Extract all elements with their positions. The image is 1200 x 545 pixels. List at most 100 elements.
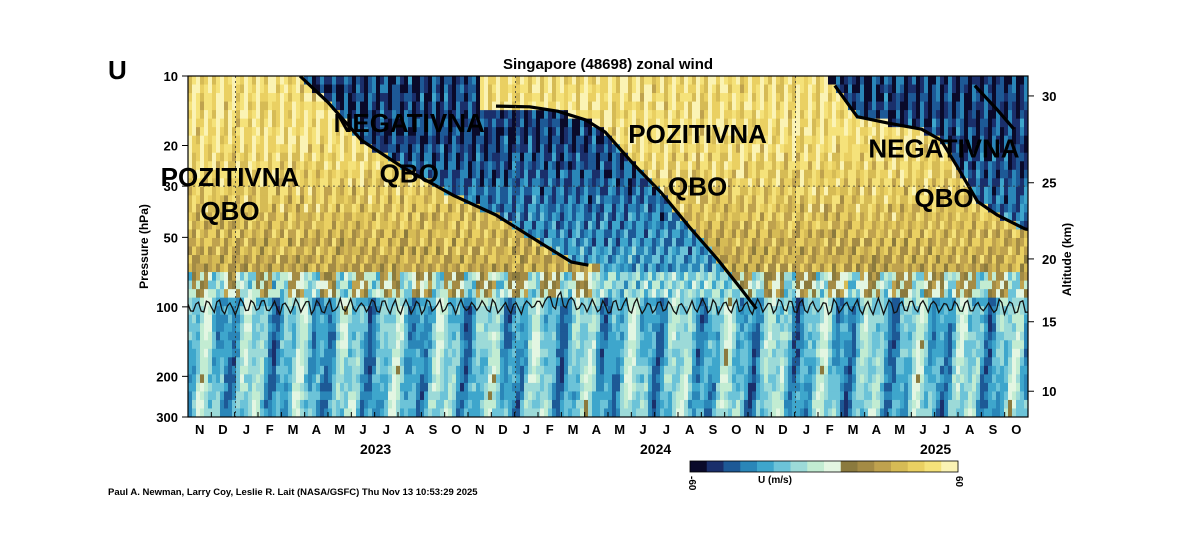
heat-cell (312, 101, 317, 111)
heat-cell (240, 186, 245, 196)
heat-cell (528, 323, 533, 333)
heat-cell (332, 84, 337, 94)
heat-cell (608, 169, 613, 179)
heat-cell (596, 127, 601, 137)
heat-cell (436, 272, 441, 282)
heat-cell (284, 348, 289, 358)
heat-cell (560, 280, 565, 290)
heat-cell (320, 374, 325, 384)
heat-cell (488, 340, 493, 350)
heat-cell (352, 212, 357, 222)
heat-cell (536, 246, 541, 256)
heat-cell (596, 408, 601, 417)
heat-cell (312, 152, 317, 162)
heat-cell (424, 289, 429, 299)
heat-cell (248, 127, 253, 137)
heat-cell (536, 84, 541, 94)
heat-cell (596, 280, 601, 290)
heat-cell (632, 127, 637, 137)
heat-cell (540, 101, 545, 111)
heat-cell (432, 220, 437, 231)
heat-cell (496, 382, 501, 393)
heat-cell (232, 127, 237, 137)
heat-cell (604, 340, 609, 350)
heat-cell (448, 161, 453, 171)
heat-cell (308, 169, 313, 179)
heat-cell (440, 169, 445, 179)
heat-cell (536, 118, 541, 128)
heat-cell (252, 195, 257, 205)
heat-cell (452, 220, 457, 231)
heat-cell (484, 263, 489, 273)
heat-cell (660, 323, 665, 333)
heat-cell (340, 357, 345, 367)
heat-cell (664, 374, 669, 384)
heat-cell (384, 178, 389, 188)
heat-cell (324, 203, 329, 214)
heat-cell (508, 255, 513, 265)
heat-cell (260, 263, 265, 273)
heat-cell (596, 357, 601, 367)
heat-cell (368, 306, 373, 316)
heat-cell (652, 161, 657, 171)
heat-cell (228, 237, 233, 248)
heat-cell (460, 391, 465, 401)
heat-cell (204, 382, 209, 393)
heat-cell (260, 76, 265, 86)
heat-cell (612, 391, 617, 401)
heat-cell (292, 220, 297, 231)
heat-cell (216, 152, 221, 162)
heat-cell (248, 186, 253, 196)
heat-cell (252, 93, 257, 103)
heat-cell (512, 203, 517, 214)
heat-cell (388, 135, 393, 145)
heat-cell (608, 263, 613, 273)
heat-cell (620, 280, 625, 290)
heat-cell (464, 323, 469, 333)
heat-cell (352, 101, 357, 111)
heat-cell (420, 314, 425, 324)
heat-cell (248, 76, 253, 86)
heat-cell (360, 314, 365, 324)
heat-cell (548, 340, 553, 350)
heat-cell (432, 314, 437, 324)
heat-cell (536, 255, 541, 265)
heat-cell (668, 314, 673, 324)
heat-cell (292, 399, 297, 410)
heat-cell (272, 408, 277, 417)
heat-cell (400, 399, 405, 410)
heat-cell (360, 331, 365, 341)
heat-cell (648, 220, 653, 231)
heat-cell (528, 348, 533, 358)
heat-cell (376, 331, 381, 341)
heat-cell (376, 408, 381, 417)
heat-cell (484, 391, 489, 401)
heat-cell (592, 263, 597, 273)
heat-cell (256, 212, 261, 222)
heat-cell (420, 93, 425, 103)
heat-cell (584, 340, 589, 350)
heat-cell (484, 127, 489, 137)
heat-cell (376, 357, 381, 367)
heat-cell (576, 263, 581, 273)
heat-cell (220, 195, 225, 205)
heat-cell (664, 280, 669, 290)
heat-cell (668, 263, 673, 273)
heat-cell (344, 127, 349, 137)
heat-cell (232, 195, 237, 205)
heat-cell (552, 365, 557, 375)
heat-cell (604, 161, 609, 171)
heat-cell (552, 374, 557, 384)
heat-cell (236, 127, 241, 137)
heat-cell (676, 152, 681, 162)
heat-cell (500, 365, 505, 375)
heat-cell (424, 229, 429, 239)
heat-cell (568, 101, 573, 111)
heat-cell (256, 101, 261, 111)
heat-cell (672, 127, 677, 137)
heat-cell (364, 263, 369, 273)
heat-cell (592, 391, 597, 401)
heat-cell (232, 169, 237, 179)
heat-cell (392, 323, 397, 333)
heat-cell (360, 118, 365, 128)
